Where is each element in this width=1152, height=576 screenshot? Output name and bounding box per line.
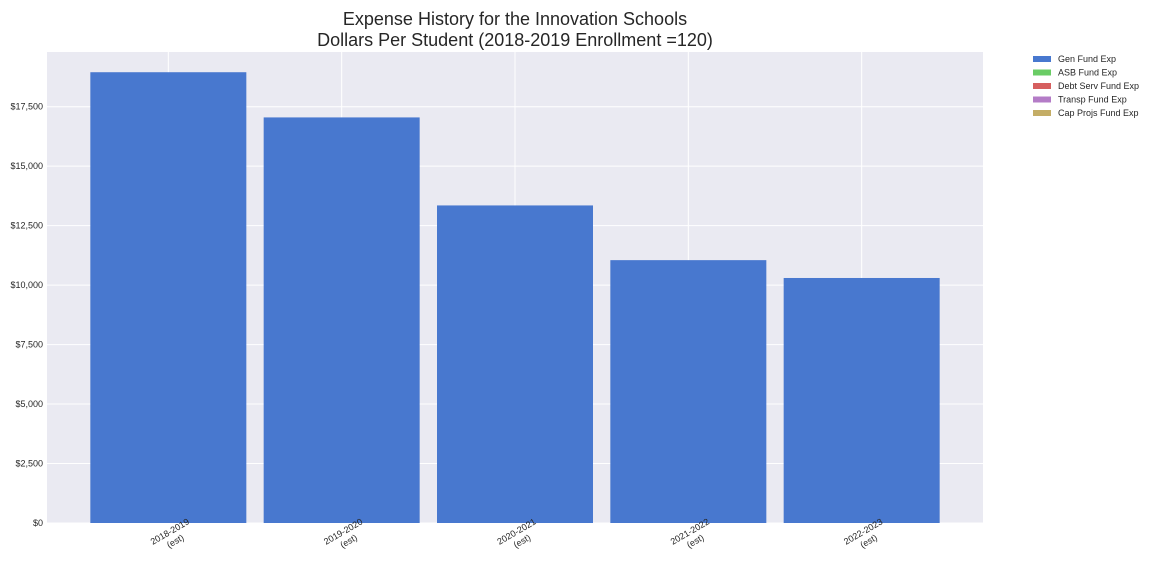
bar-gen-fund-exp-4 [783,277,940,523]
legend-swatch [1033,56,1051,62]
legend-swatch [1033,69,1051,76]
y-tick-label: $0 [33,518,43,528]
bar-gen-fund-exp-1 [263,117,420,524]
legend: Gen Fund Exp ASB Fund Exp Debt Serv Fund E… [1033,54,1139,118]
y-tick-label: $10,000 [10,280,43,290]
y-tick-label: $7,500 [15,340,43,350]
bar-gen-fund-exp-3 [610,260,767,523]
legend-label: Debt Serv Fund Exp [1058,81,1139,91]
bars [90,72,940,524]
bar-gen-fund-exp-0 [90,72,247,523]
legend-swatch [1033,110,1051,116]
legend-label: ASB Fund Exp [1058,68,1117,78]
y-axis-ticks: $0 $2,500 $5,000 $7,500 $10,000 $12,500 $15,00… [10,102,43,528]
legend-label: Transp Fund Exp [1058,95,1127,105]
legend-label: Gen Fund Exp [1058,54,1116,64]
bar-gen-fund-exp-2 [437,205,593,523]
chart-subtitle: Dollars Per Student (2018-2019 Enrollmen… [317,30,713,50]
legend-swatch [1033,83,1051,89]
legend-swatch [1033,96,1051,103]
y-tick-label: $15,000 [10,161,43,171]
y-tick-label: $5,000 [15,399,43,409]
y-tick-label: $12,500 [10,221,43,231]
chart-title: Expense History for the Innovation Schoo… [317,9,713,50]
y-tick-label: $17,500 [10,102,43,112]
y-tick-label: $2,500 [15,459,43,469]
legend-label: Cap Projs Fund Exp [1058,108,1139,118]
chart-title-line-1: Expense History for the Innovation Schoo… [343,9,687,29]
